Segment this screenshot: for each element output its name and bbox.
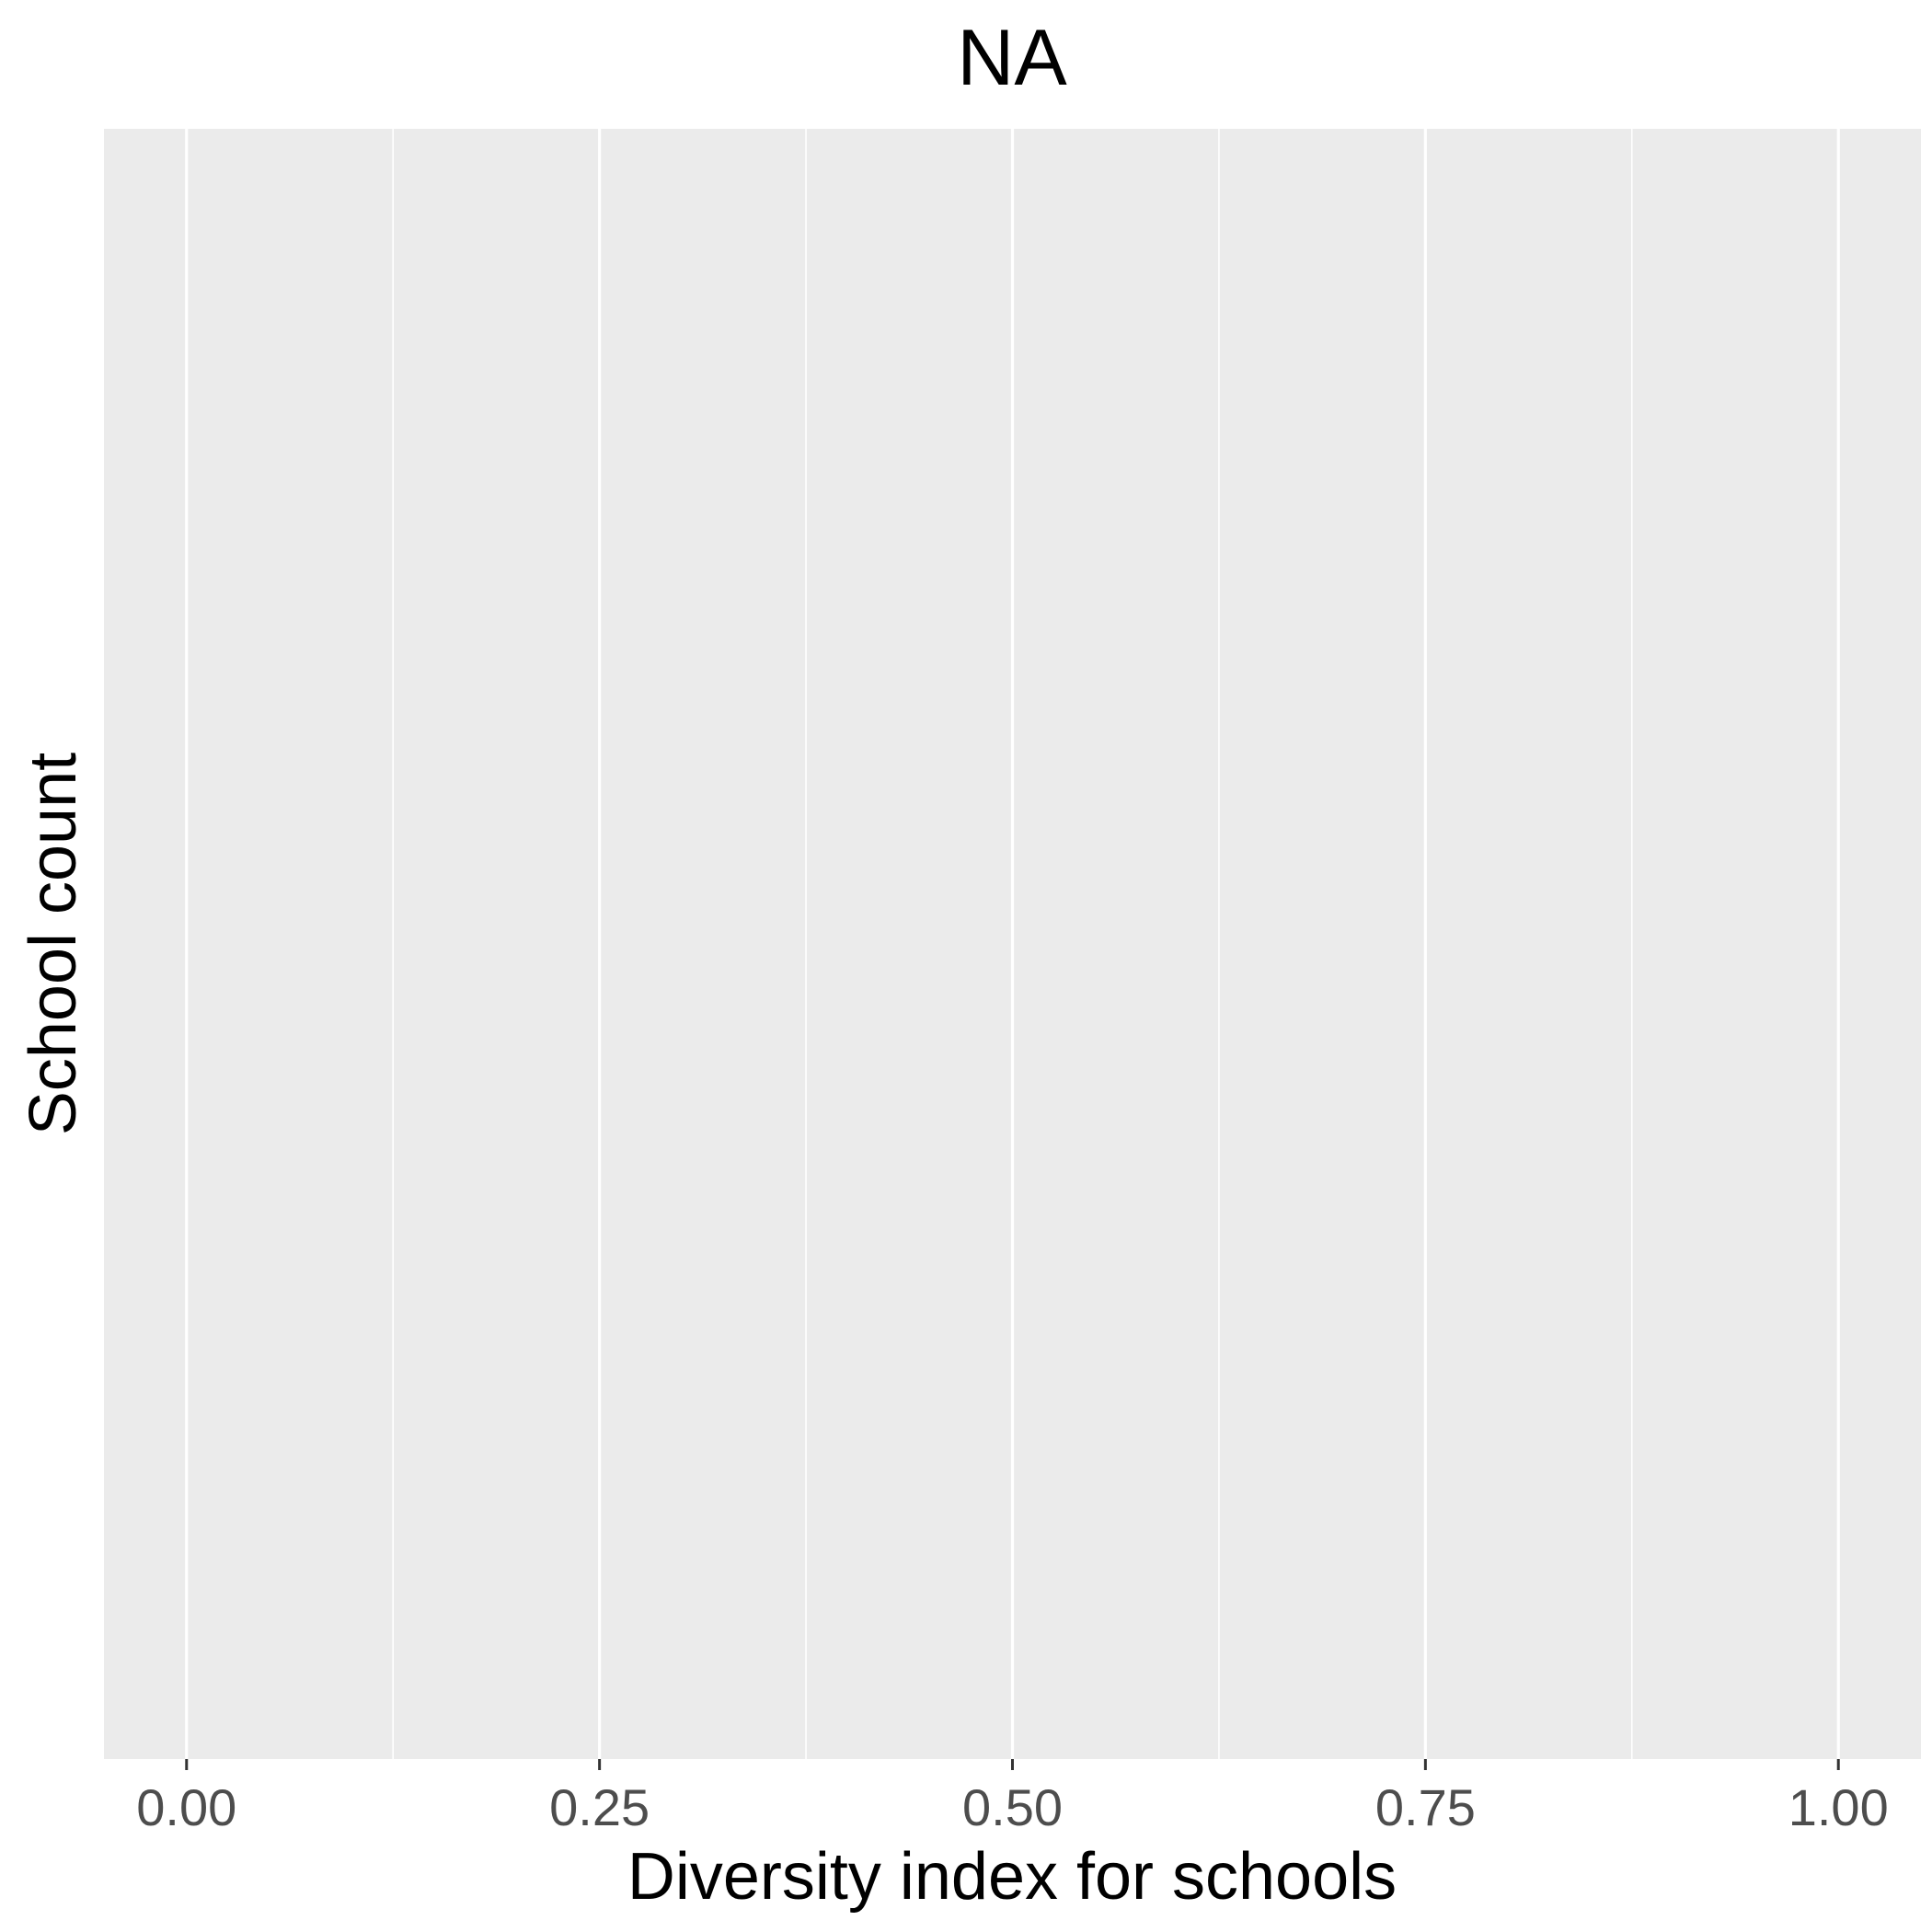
x-tick-label: 0.75 (1375, 1778, 1476, 1836)
x-tick-label: 0.25 (549, 1778, 650, 1836)
x-tick-label: 0.50 (962, 1778, 1063, 1836)
x-tick-label: 0.00 (136, 1778, 236, 1836)
major-gridlines (185, 129, 1840, 1759)
plot-panel (104, 129, 1921, 1759)
x-axis-title: Diversity index for schools (627, 1840, 1397, 1914)
chart-title: NA (957, 14, 1067, 102)
x-axis-tick-labels: 0.00 0.25 0.50 0.75 1.00 (136, 1778, 1888, 1836)
x-tick-label: 1.00 (1788, 1778, 1889, 1836)
minor-gridlines (392, 129, 1633, 1759)
y-axis-title: School count (17, 753, 90, 1135)
x-axis-ticks (185, 1759, 1840, 1770)
